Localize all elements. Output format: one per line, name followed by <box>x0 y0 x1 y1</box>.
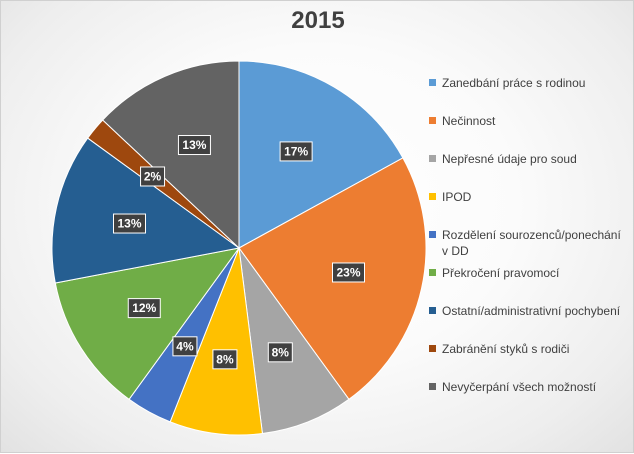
legend-label: Nečinnost <box>442 114 496 128</box>
legend-swatch <box>429 383 436 390</box>
data-label-6: 12% <box>132 301 156 315</box>
legend-swatch <box>429 269 436 276</box>
pie-slice-9 <box>101 60 240 250</box>
legend-label: Zanedbání práce s rodinou <box>442 76 586 90</box>
data-label-box-9 <box>177 135 211 156</box>
legend-label: Nevyčerpání všech možností <box>442 380 597 394</box>
legend-label: Překročení pravomocí <box>442 266 560 280</box>
data-label-box-4 <box>212 349 238 370</box>
data-label-3: 8% <box>272 345 290 359</box>
pie-slice-6 <box>54 247 241 400</box>
legend-swatch <box>429 79 436 86</box>
data-label-box-7 <box>113 213 147 234</box>
data-label-5: 4% <box>176 339 194 353</box>
legend-swatch <box>429 307 436 314</box>
legend-swatch <box>429 193 436 200</box>
legend-label: IPOD <box>442 190 472 204</box>
data-label-7: 13% <box>117 217 141 231</box>
pie-slice-3 <box>238 247 350 435</box>
legend-label: Rozdělení sourozenců/ponechání v DD <box>442 228 621 258</box>
legend-label: Nepřesné údaje pro soud <box>442 152 577 166</box>
legend-swatch <box>429 155 436 162</box>
data-label-1: 17% <box>284 144 308 158</box>
data-label-2: 23% <box>336 265 360 279</box>
legend-label: Zabránění styků s rodiči <box>442 342 570 356</box>
pie-slice-4 <box>169 247 263 436</box>
data-label-box-1 <box>279 141 313 162</box>
data-label-box-5 <box>172 336 198 357</box>
legend-swatch <box>429 231 436 238</box>
data-label-box-3 <box>267 342 293 363</box>
data-label-box-2 <box>331 262 365 283</box>
data-label-box-8 <box>140 166 166 187</box>
data-label-4: 8% <box>216 352 234 366</box>
chart-title: 2015 <box>291 7 345 34</box>
pie-slice-1 <box>238 60 404 249</box>
legend-label: Ostatní/administrativní pochybení <box>442 304 621 318</box>
data-label-box-6 <box>127 298 161 319</box>
data-label-9: 13% <box>182 138 206 152</box>
legend-swatch <box>429 345 436 352</box>
pie-slice-7 <box>51 137 241 284</box>
legend-swatch <box>429 117 436 124</box>
data-label-8: 2% <box>144 169 162 183</box>
